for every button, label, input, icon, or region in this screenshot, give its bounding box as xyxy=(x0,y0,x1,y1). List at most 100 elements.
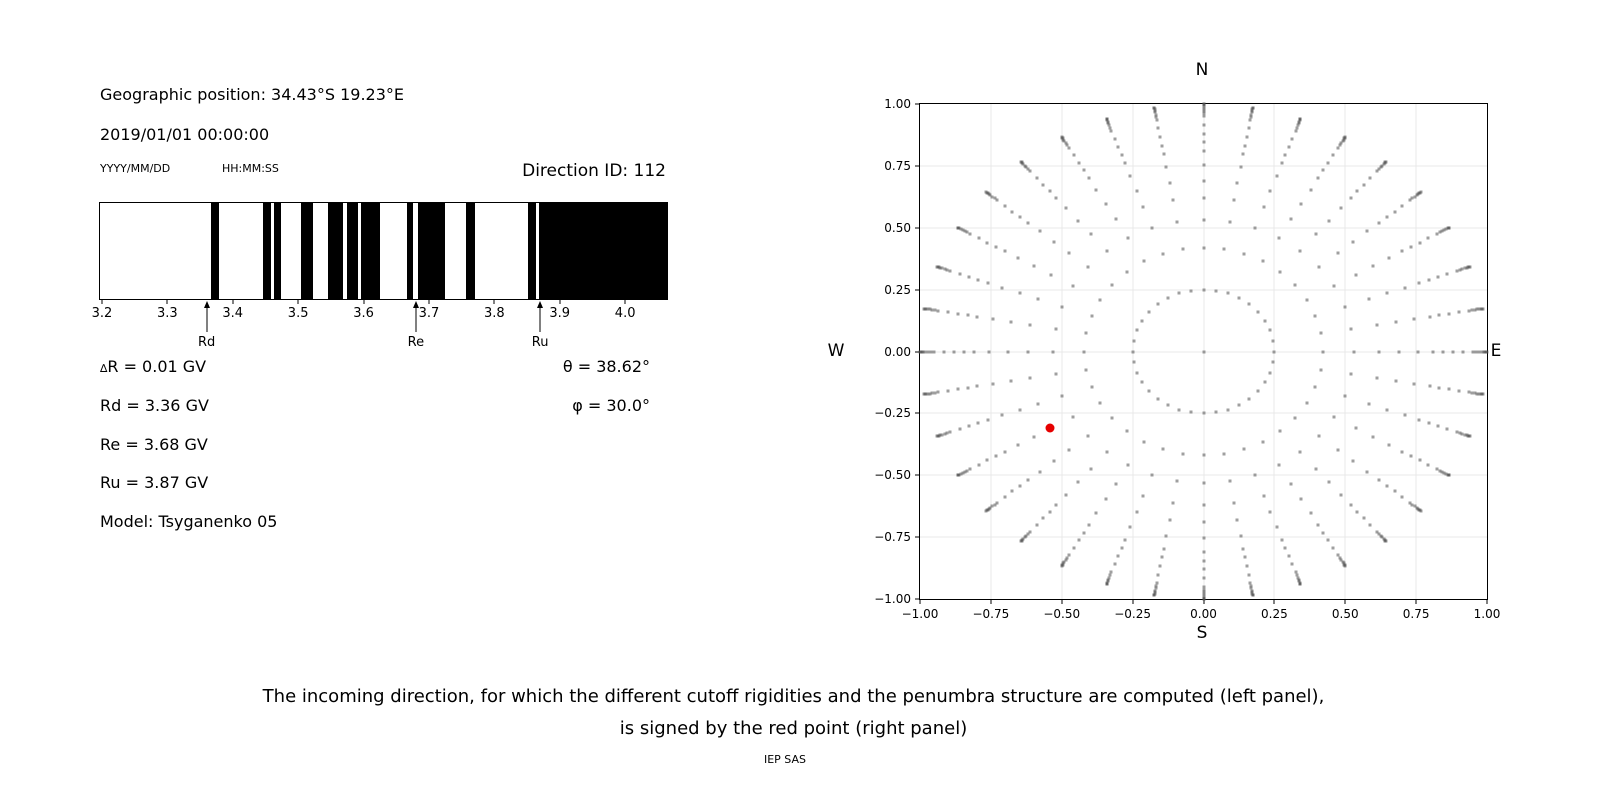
direction-dot xyxy=(1289,217,1293,221)
penumbra-band xyxy=(347,203,359,299)
direction-dot xyxy=(926,392,930,396)
direction-dot xyxy=(1482,350,1486,353)
cutoff-arrow-label: Re xyxy=(407,335,425,350)
direction-dot xyxy=(943,432,947,436)
direction-dot xyxy=(928,392,932,396)
direction-dot xyxy=(1064,558,1068,562)
direction-dot xyxy=(1089,467,1093,471)
direction-dot xyxy=(1141,205,1145,209)
direction-dot xyxy=(1060,564,1064,568)
y-tick-label: −1.00 xyxy=(874,592,911,606)
direction-dot xyxy=(988,193,992,197)
direction-dot xyxy=(1090,314,1094,318)
direction-dot xyxy=(1451,350,1455,353)
time-format-label: HH:MM:SS xyxy=(222,162,279,175)
direction-dot xyxy=(1142,259,1146,263)
direction-dot xyxy=(1367,297,1371,301)
direction-dot xyxy=(1054,503,1058,507)
direction-dot xyxy=(1349,196,1353,200)
direction-dot xyxy=(938,433,942,437)
direction-dot xyxy=(1289,482,1293,486)
direction-dot xyxy=(1298,450,1302,454)
direction-dot xyxy=(1202,453,1205,457)
direction-dot xyxy=(1226,291,1230,295)
direction-dot xyxy=(1377,167,1381,171)
direction-dot xyxy=(929,350,933,353)
direction-dot xyxy=(1060,305,1064,309)
direction-dot xyxy=(1067,251,1071,255)
direction-dot xyxy=(1155,118,1159,122)
direction-dot xyxy=(1026,478,1030,482)
x-tick-mark xyxy=(1415,599,1417,604)
direction-dot xyxy=(1249,584,1253,588)
direction-dot xyxy=(1228,220,1232,224)
direction-dot xyxy=(1249,586,1253,590)
direction-dot xyxy=(1158,135,1162,139)
direction-dot xyxy=(1296,576,1300,580)
direction-dot xyxy=(1426,236,1430,240)
direction-dot xyxy=(1202,102,1205,106)
gridline-horizontal xyxy=(920,227,1487,229)
direction-dot xyxy=(1125,270,1129,274)
direction-dot xyxy=(1032,435,1036,439)
direction-dot xyxy=(1202,196,1205,200)
direction-dot xyxy=(1089,232,1093,236)
credit-text: IEP SAS xyxy=(763,753,807,766)
direction-dot xyxy=(1261,440,1265,444)
direction-dot xyxy=(1339,493,1343,497)
direction-dot xyxy=(1162,547,1166,551)
x-tick-mark xyxy=(232,299,234,304)
direction-dot xyxy=(1177,408,1181,412)
direction-dot xyxy=(1467,390,1471,394)
direction-dot xyxy=(1202,179,1205,183)
direction-dot xyxy=(936,309,940,313)
direction-dot xyxy=(986,418,990,422)
direction-dot xyxy=(1248,118,1252,122)
direction-dot xyxy=(1156,573,1160,577)
direction-dot xyxy=(1156,302,1160,306)
direction-dot xyxy=(1125,429,1129,433)
direction-dot xyxy=(1164,165,1168,169)
x-tick-mark xyxy=(363,299,365,304)
x-tick-label: 1.00 xyxy=(1473,607,1501,621)
direction-dot xyxy=(1232,501,1236,505)
direction-dot xyxy=(1202,411,1205,415)
direction-dot xyxy=(1202,520,1205,524)
direction-dot xyxy=(1441,350,1445,353)
direction-dot xyxy=(1202,550,1205,554)
direction-dot xyxy=(1445,272,1449,276)
x-tick-mark xyxy=(624,299,626,304)
direction-dot xyxy=(1362,183,1366,187)
direction-dot xyxy=(1408,501,1412,505)
direction-dot xyxy=(1214,410,1218,414)
direction-dot xyxy=(1283,153,1287,157)
direction-dot xyxy=(1377,478,1381,482)
x-tick-label: 3.7 xyxy=(418,306,440,321)
compass-label-south: S xyxy=(1196,623,1208,643)
direction-dot xyxy=(1153,589,1157,593)
direction-dot xyxy=(1226,408,1230,412)
x-tick-label: 0.00 xyxy=(1190,607,1217,621)
phi-text: φ = 30.0° xyxy=(572,396,650,415)
direction-dot xyxy=(963,229,967,233)
direction-dot xyxy=(993,196,997,200)
x-tick-mark xyxy=(493,299,495,304)
direction-dot xyxy=(1202,592,1205,596)
direction-dot xyxy=(1387,256,1391,260)
direction-dot xyxy=(1465,266,1469,270)
direction-dot xyxy=(1062,139,1066,143)
direction-dot xyxy=(1319,368,1323,372)
direction-dot xyxy=(1106,121,1110,125)
direction-dot xyxy=(935,265,939,269)
direction-dot xyxy=(1455,430,1459,434)
direction-dot xyxy=(1351,240,1355,244)
direction-dot xyxy=(1470,391,1474,395)
direction-dot xyxy=(1141,494,1145,498)
datetime-text: 2019/01/01 00:00:00 xyxy=(100,125,270,144)
direction-dot xyxy=(1343,394,1347,398)
direction-dot xyxy=(1153,110,1157,114)
direction-dot xyxy=(1166,296,1170,300)
direction-dot xyxy=(1049,273,1053,277)
direction-dot xyxy=(1026,350,1030,353)
x-tick-label: 3.4 xyxy=(222,306,244,321)
